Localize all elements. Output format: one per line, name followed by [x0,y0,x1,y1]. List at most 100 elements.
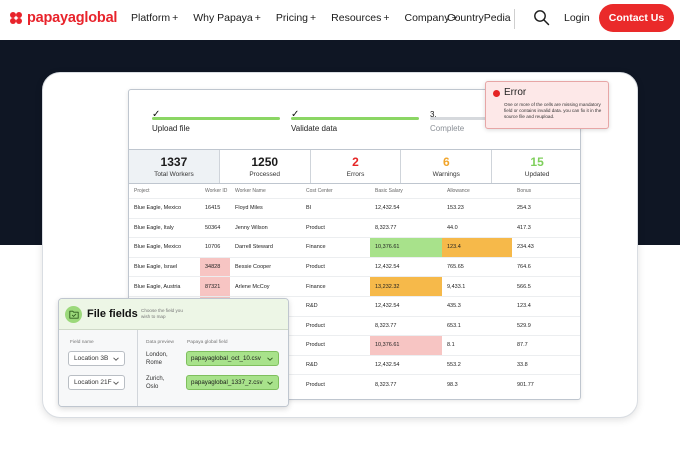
cell-worker-id-error[interactable]: 34828 [200,257,230,277]
cell-bonus: 87.7 [517,342,528,349]
cell-worker-name: Arlene McCoy [235,283,270,290]
column-header-worker-id: Worker ID [205,188,228,194]
stat-label: Updated [524,170,550,178]
nav-divider [514,9,515,29]
column-header-basic-salary: Basic Salary [375,188,403,194]
step-label: Upload file [152,124,190,133]
stat-processed[interactable]: 1250 Processed [220,150,311,183]
cell-basic-salary: 12,432.54 [375,264,400,271]
table-row: Product 10,376.61 8.1 87.7 [129,335,580,355]
check-icon: ✓ [291,109,300,120]
preview-line: Rome [146,359,163,366]
menu-item-company[interactable]: Company + [404,12,458,24]
chevron-down-icon [113,357,119,361]
main-menu: Platform + Why Papaya + Pricing + Resources… [131,12,473,24]
contact-us-button[interactable]: Contact Us [599,4,674,32]
cell-bonus: 123.4 [517,303,531,310]
papaya-global-field-select[interactable]: papayaglobal_oct_10.csv [186,351,279,366]
login-link[interactable]: Login [564,12,590,24]
chevron-down-icon [267,381,273,385]
field-name-select[interactable]: Location 21F [68,375,125,390]
stat-updated[interactable]: 15 Updated [492,150,580,183]
top-navigation: papayaglobal Platform + Why Papaya + Prici… [0,0,680,40]
file-fields-hint: Choose the field you wish to map [141,308,183,319]
chevron-down-icon [267,357,273,361]
cell-cost-center: Product [306,264,325,271]
cell-cost-center: Product [306,224,325,231]
stat-label: Processed [249,170,281,178]
menu-item-why-papaya[interactable]: Why Papaya + [193,12,261,24]
menu-item-resources[interactable]: Resources + [331,12,390,24]
cell-basic-salary: 8,323.77 [375,381,397,388]
step-upload-file: ✓ Upload file [152,104,280,134]
cell-bonus: 33.8 [517,362,528,369]
cell-basic-salary: 12,432.54 [375,205,400,212]
stat-label: Errors [346,170,365,178]
stats-bar: 1337 Total Workers 1250 Processed 2 Erro… [129,149,580,184]
cell-allowance-warning[interactable]: 123.4 [442,238,512,257]
table-row: Product 8,323.77 98.3 901.77 [129,374,580,394]
papaya-logo-icon [10,12,22,24]
step-validate-data: ✓ Validate data [291,104,419,134]
stat-label: Total Workers [154,170,194,178]
cell-allowance: 153.23 [447,205,464,212]
stat-value: 6 [442,154,450,169]
cell-basic-salary: 12,432.54 [375,362,400,369]
cell-worker-id: 10706 [205,244,221,251]
cell-allowance: 98.3 [447,381,458,388]
preview-line: Zurich, [146,376,165,382]
error-popup: Error One or more of the cells are missi… [485,81,609,129]
data-preview: Zurich, Oslo [146,376,164,391]
cell-bonus: 529.9 [517,322,531,329]
data-preview: London, Rome [146,352,168,367]
cell-basic-salary: 8,323.77 [375,322,397,329]
cell-basic-salary-warning[interactable]: 13,232.32 [370,277,442,296]
file-fields-header: File fields Choose the field you wish to… [59,299,288,330]
file-fields-panel: File fields Choose the field you wish to… [58,298,289,407]
table-row: Blue Eagle, Italy 50364 Jenny Wilson Pro… [129,217,580,238]
step-progress-bar [291,117,419,120]
stat-warnings[interactable]: 6 Warnings [401,150,493,183]
cell-cost-center: Product [306,342,325,349]
logo-wordmark: papayaglobal [27,10,118,26]
search-icon[interactable] [533,9,550,26]
step-label: Validate data [291,124,338,133]
cell-basic-salary-error[interactable]: 10,376.61 [370,336,442,355]
cell-project: Blue Eagle, Mexico [134,244,182,251]
cell-worker-name: Floyd Miles [235,205,263,212]
stat-total-workers[interactable]: 1337 Total Workers [129,150,220,183]
cell-bonus: 764.6 [517,264,531,271]
field-name-select[interactable]: Location 3B [68,351,125,366]
cell-basic-salary-updated[interactable]: 10,376.61 [370,238,442,257]
cell-allowance: 9,433.1 [447,283,466,290]
papaya-logo[interactable]: papayaglobal [8,10,117,26]
file-fields-title: File fields [87,308,138,320]
menu-item-pricing[interactable]: Pricing + [275,12,317,24]
stat-value: 1250 [251,154,279,169]
step-label: Complete [430,124,465,133]
stat-label: Warnings [432,170,460,178]
table-row: Blue Eagle, Austria 87321 Arlene McCoy F… [129,276,580,296]
stat-value: 2 [352,154,359,169]
menu-item-platform[interactable]: Platform + [131,12,179,24]
papaya-global-field-select[interactable]: papayaglobal_1337_z.csv [186,375,279,390]
cell-worker-id: 16415 [205,205,221,212]
cell-project: Blue Eagle, Israel [134,264,178,271]
cell-allowance: 653.1 [447,322,461,329]
cell-allowance: 44.0 [447,224,458,231]
table-header: Project Worker ID Worker Name Cost Cente… [129,186,580,198]
cell-cost-center: Finance [306,244,326,251]
cell-project: Blue Eagle, Italy [134,224,174,231]
countrypedia-link[interactable]: CountryPedia [447,12,511,24]
stat-errors[interactable]: 2 Errors [311,150,402,183]
cell-worker-id-error[interactable]: 87321 [200,277,230,296]
selected-value: Location 3B [74,355,109,362]
selected-value: papayaglobal_1337_z.csv [191,379,263,386]
stat-value: 1337 [160,154,188,169]
table-row: Blue Eagle, Israel 34828 Bessie Cooper P… [129,256,580,277]
folder-check-icon [65,306,82,323]
cell-basic-salary: 12,432.54 [375,303,400,310]
cell-worker-name: Darrell Steward [235,244,273,251]
column-header-worker-name: Worker Name [235,188,266,194]
error-title: Error [504,87,527,98]
